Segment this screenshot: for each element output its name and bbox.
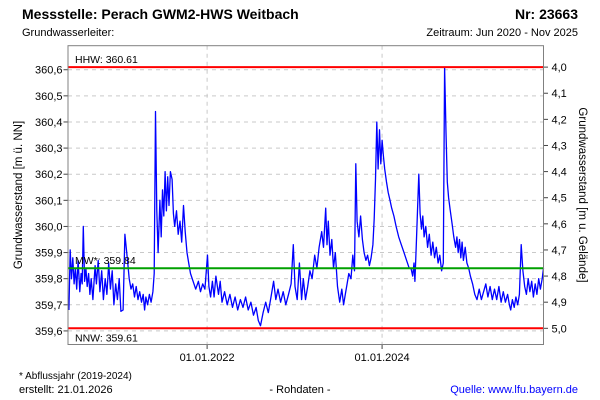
y-right-tick-label: 4,9 (552, 297, 567, 309)
y-right-tick-label: 4,3 (552, 140, 567, 152)
y-left-tick-label: 360,1 (35, 195, 63, 207)
y-left-tick-label: 360,3 (35, 143, 63, 155)
y-axis-left-title: Grundwasserstand [m ü. NN] (13, 121, 25, 269)
station-number: Nr: 23663 (514, 6, 578, 22)
ref-label-hhw: HHW: 360.61 (75, 54, 138, 66)
plot-frame (67, 45, 544, 345)
source-link[interactable]: Quelle: www.lfu.bayern.de (450, 384, 578, 396)
y-left-tick-label: 360,4 (35, 117, 63, 129)
ref-label-nnw: NNW: 359.61 (75, 332, 138, 344)
chart-dynamic-layer: HHW: 360.61 MW*: 359.84 NNW: 359.61 360,6 36… (35, 45, 567, 364)
y-right-tick-label: 4,4 (552, 167, 567, 179)
aquifer-label: Grundwasserleiter: (22, 27, 115, 39)
y-right-tick-label: 4,2 (552, 114, 567, 126)
x-tick-label: 01.01.2024 (355, 352, 410, 364)
created-date: erstellt: 21.01.2026 (19, 384, 113, 396)
y-left-tick-label: 360,5 (35, 91, 63, 103)
y-right-tick-label: 4,7 (552, 245, 567, 257)
groundwater-level-series (68, 66, 545, 327)
y-right-tick-label: 4,8 (552, 271, 567, 283)
data-type-label: - Rohdaten - (269, 384, 331, 396)
y-left-tick-label: 360,2 (35, 169, 63, 181)
y-left-tick-label: 360,6 (35, 65, 63, 77)
y-axis-right-title: Grundwasserstand [m u. Gelände] (576, 107, 588, 282)
y-left-tick-label: 359,7 (35, 300, 63, 312)
page-title: Messstelle: Perach GWM2-HWS Weitbach (22, 6, 299, 22)
x-tick-label: 01.01.2022 (180, 352, 235, 364)
y-left-tick-label: 359,9 (35, 248, 63, 260)
period-label: Zeitraum: Jun 2020 - Nov 2025 (426, 27, 578, 39)
y-right-tick-label: 4,0 (552, 62, 567, 74)
footnote-abflussjahr: * Abflussjahr (2019-2024) (19, 371, 132, 382)
y-right-tick-label: 4,1 (552, 88, 567, 100)
ref-label-mw: MW*: 359.84 (75, 255, 136, 267)
y-right-tick-label: 4,6 (552, 219, 567, 231)
y-left-tick-label: 359,6 (35, 326, 63, 338)
y-left-tick-label: 359,8 (35, 274, 63, 286)
y-right-tick-label: 4,5 (552, 193, 567, 205)
y-right-tick-label: 5,0 (552, 323, 567, 335)
y-left-tick-label: 360,0 (35, 221, 63, 233)
